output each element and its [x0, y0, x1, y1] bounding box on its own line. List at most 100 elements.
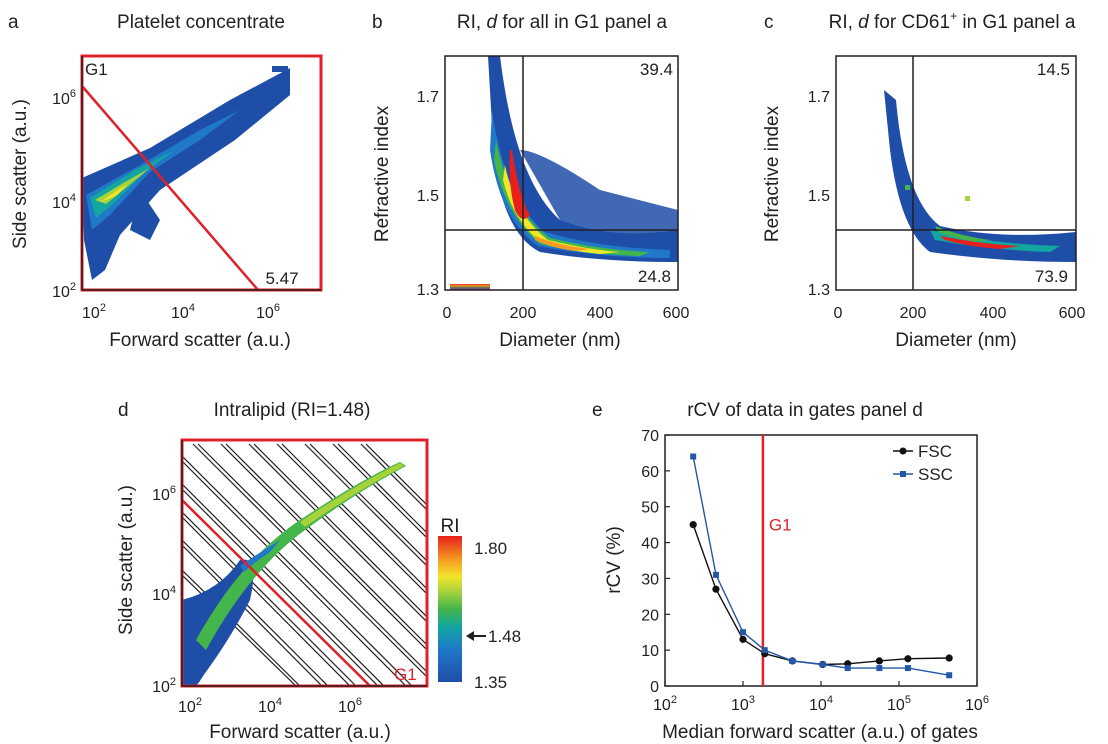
series-ssc-point [946, 672, 953, 679]
panel-e-xtick: 102 [653, 694, 677, 714]
panel-e-legend: FSC SSC [893, 442, 953, 484]
panel-e-xtick: 105 [887, 694, 911, 714]
panel-b-xtick: 600 [663, 305, 690, 322]
panel-e-series [689, 453, 953, 679]
panel-a-gate-diagonal [81, 85, 259, 291]
panel-a-ytick: 102 [52, 281, 76, 301]
panel-e-x-ticks: 102 103 104 105 106 [653, 681, 989, 714]
series-fsc-point [689, 521, 697, 529]
panel-b-ylabel: Refractive index [372, 105, 393, 242]
panel-b-xtick: 400 [587, 305, 614, 322]
panel-c-xtick: 400 [980, 305, 1007, 322]
panel-c-ylabel: Refractive index [762, 105, 783, 242]
panel-e-xtick: 103 [731, 694, 755, 714]
panel-c-quad-bottom: 73.9 [1035, 267, 1068, 286]
legend-ssc-marker [900, 471, 906, 477]
series-fsc-point [712, 585, 720, 593]
panel-a-xtick: 102 [82, 302, 106, 322]
panel-a-xtick: 104 [171, 302, 195, 322]
panel-c-quad-top: 14.5 [1037, 60, 1070, 79]
panel-c-y-ticks: 1.3 1.5 1.7 [808, 89, 830, 299]
panel-c: c RI, d for CD61+ in G1 panel a 14.5 73.… [762, 9, 1085, 351]
panel-d-ylabel: Side scatter (a.u.) [116, 485, 137, 635]
panel-c-ytick: 1.7 [808, 89, 830, 106]
panel-b-xlabel: Diameter (nm) [499, 330, 620, 351]
panel-d-xtick: 104 [258, 696, 282, 716]
panel-d-xlabel: Forward scatter (a.u.) [209, 722, 391, 743]
panel-d-ytick: 102 [152, 676, 176, 696]
panel-d-ytick: 104 [152, 584, 176, 604]
panel-e-ytick: 20 [641, 607, 659, 624]
colorbar-min: 1.35 [474, 673, 507, 692]
series-ssc-point [904, 665, 911, 672]
legend-fsc-marker [899, 447, 907, 455]
panel-e-ytick: 10 [641, 643, 659, 660]
panel-c-frame [835, 55, 1077, 291]
panel-b-quad-top: 39.4 [640, 60, 673, 79]
panel-a-ytick: 104 [52, 192, 76, 212]
panel-d-xtick: 102 [178, 696, 202, 716]
panel-e-ytick: 0 [650, 679, 659, 696]
legend-fsc-label: FSC [918, 442, 952, 461]
panel-e-xlabel: Median forward scatter (a.u.) of gates [662, 722, 978, 743]
panel-b-ytick: 1.5 [417, 188, 439, 205]
panel-a-ylabel: Side scatter (a.u.) [10, 99, 31, 249]
panel-c-density [884, 90, 1076, 262]
panel-c-ytick: 1.3 [808, 282, 830, 299]
panel-d-xtick: 106 [338, 696, 362, 716]
panel-a: a Platelet concentrate G1 5.47 102 104 1… [8, 12, 323, 351]
panel-b-ytick: 1.7 [417, 89, 439, 106]
colorbar-arrow-icon [466, 631, 486, 641]
panel-d-letter: d [118, 400, 129, 421]
series-fsc-point [875, 657, 883, 665]
colorbar-marker: 1.48 [488, 627, 521, 646]
panel-e-ylabel: rCV (%) [604, 526, 625, 594]
series-ssc-point [876, 665, 883, 672]
panel-b-xtick: 200 [510, 305, 537, 322]
panel-b-letter: b [372, 12, 383, 33]
panel-d-colorbar: RI 1.80 1.48 1.35 [438, 516, 521, 692]
series-ssc-point [712, 571, 719, 578]
panel-e-y-ticks: 0 10 20 30 40 50 60 70 [641, 428, 670, 696]
panel-b-frame [444, 55, 679, 291]
panel-c-letter: c [764, 12, 774, 33]
panel-a-gate-value: 5.47 [265, 269, 298, 288]
panel-c-xlabel: Diameter (nm) [895, 330, 1016, 351]
panel-a-y-ticks: 102 104 106 [52, 88, 76, 301]
colorbar-max: 1.80 [474, 539, 507, 558]
series-fsc-line [692, 524, 950, 666]
panel-e-gate-label: G1 [769, 516, 792, 535]
panel-d-gate-lines [182, 443, 427, 686]
panel-e-ytick: 60 [641, 464, 659, 481]
panel-d-plot [182, 443, 427, 686]
colorbar-title: RI [441, 516, 460, 537]
series-ssc-point [761, 647, 768, 654]
panel-e-ytick: 40 [641, 536, 659, 553]
panel-a-xtick: 106 [256, 302, 280, 322]
series-ssc-line [692, 456, 950, 676]
panel-b: b RI, d for all in G1 panel a 39.4 24.8 … [372, 12, 689, 351]
colorbar-gradient [438, 536, 462, 682]
series-ssc-point [819, 661, 826, 668]
panel-b-xtick: 0 [443, 305, 452, 322]
panel-e-ytick: 30 [641, 571, 659, 588]
panel-e-xtick: 104 [809, 694, 833, 714]
panel-c-x-ticks: 0 200 400 600 [834, 305, 1086, 322]
panel-a-title: Platelet concentrate [117, 12, 285, 33]
panel-c-ytick: 1.5 [808, 188, 830, 205]
panel-a-density [82, 66, 290, 280]
panel-b-x-ticks: 0 200 400 600 [443, 305, 690, 322]
series-ssc-point [740, 629, 746, 636]
panel-b-title: RI, d for all in G1 panel a [457, 12, 668, 33]
series-fsc-point [739, 635, 747, 643]
panel-a-x-ticks: 102 104 106 [82, 302, 280, 322]
panel-d-x-ticks: 102 104 106 [178, 696, 362, 716]
panel-d-title: Intralipid (RI=1.48) [214, 400, 371, 421]
panel-a-xlabel: Forward scatter (a.u.) [109, 330, 291, 351]
panel-e-ytick: 50 [641, 500, 659, 517]
panel-c-title: RI, d for CD61+ in G1 panel a [829, 9, 1076, 33]
legend-ssc-label: SSC [918, 465, 953, 484]
panel-b-quad-bottom: 24.8 [638, 267, 671, 286]
panel-c-xtick: 600 [1059, 305, 1086, 322]
panel-e-xtick: 106 [965, 694, 989, 714]
